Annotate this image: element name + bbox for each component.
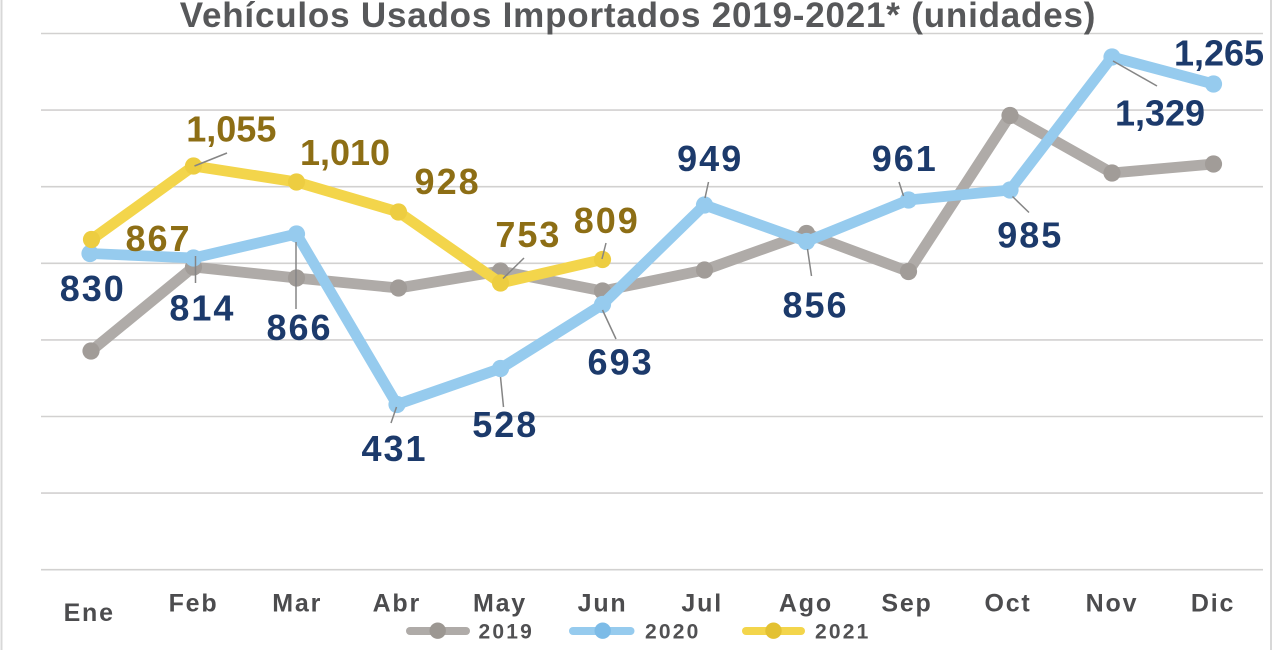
svg-text:1,010: 1,010 xyxy=(300,132,390,173)
svg-text:985: 985 xyxy=(997,215,1063,256)
svg-text:809: 809 xyxy=(574,200,640,241)
svg-text:2021: 2021 xyxy=(815,621,871,644)
svg-text:2019: 2019 xyxy=(479,621,535,644)
svg-text:961: 961 xyxy=(872,138,938,179)
svg-text:431: 431 xyxy=(361,428,427,469)
svg-text:Dic: Dic xyxy=(1191,590,1235,618)
svg-text:May: May xyxy=(473,590,527,618)
svg-text:830: 830 xyxy=(60,268,126,309)
svg-text:Jun: Jun xyxy=(578,590,628,618)
svg-text:1,265: 1,265 xyxy=(1174,33,1264,74)
svg-text:856: 856 xyxy=(782,285,848,326)
svg-text:Oct: Oct xyxy=(984,590,1031,618)
svg-text:2020: 2020 xyxy=(645,621,701,644)
svg-text:Abr: Abr xyxy=(373,590,421,618)
svg-text:693: 693 xyxy=(588,342,654,383)
svg-text:814: 814 xyxy=(169,288,235,329)
svg-text:Feb: Feb xyxy=(169,590,219,618)
svg-text:753: 753 xyxy=(495,214,561,255)
svg-text:866: 866 xyxy=(266,307,332,348)
svg-text:Nov: Nov xyxy=(1086,590,1139,618)
svg-text:Ene: Ene xyxy=(64,599,115,627)
svg-text:Vehículos Usados Importados 20: Vehículos Usados Importados 2019-2021* (… xyxy=(180,0,1096,35)
svg-text:Mar: Mar xyxy=(272,590,322,618)
svg-text:528: 528 xyxy=(472,404,538,445)
svg-text:Ago: Ago xyxy=(779,590,833,618)
svg-text:928: 928 xyxy=(415,161,481,202)
svg-text:1,329: 1,329 xyxy=(1115,93,1205,134)
svg-text:949: 949 xyxy=(677,138,743,179)
svg-text:Jul: Jul xyxy=(681,590,723,618)
svg-text:1,055: 1,055 xyxy=(186,109,276,150)
svg-text:Sep: Sep xyxy=(881,590,932,618)
svg-text:867: 867 xyxy=(125,218,191,259)
